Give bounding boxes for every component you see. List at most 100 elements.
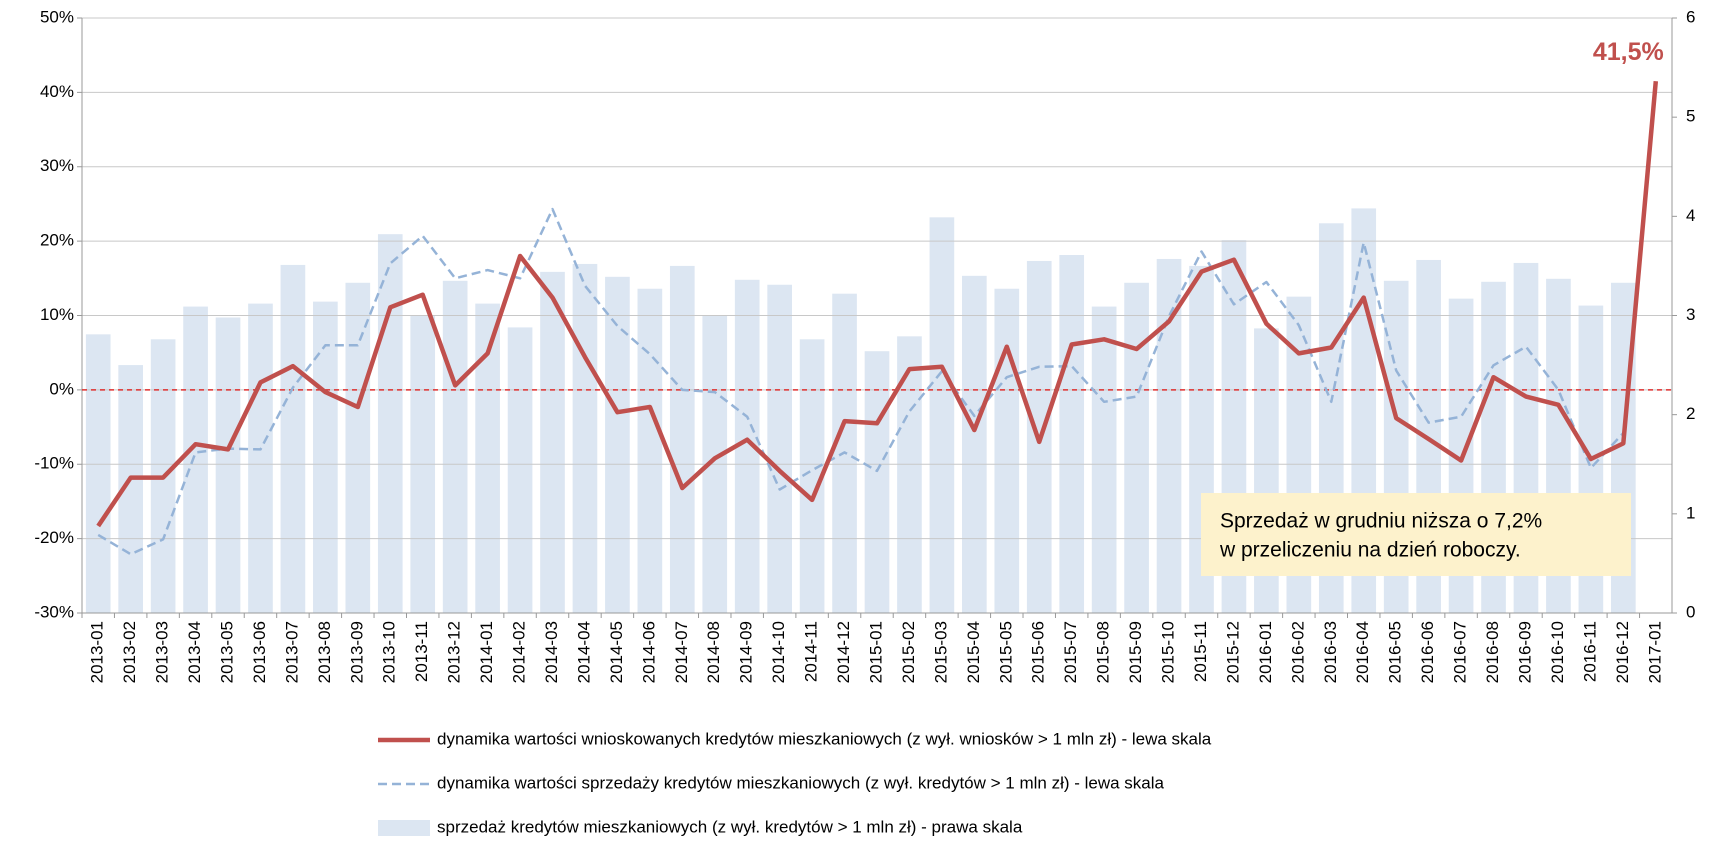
bar — [897, 336, 922, 613]
x-tick-label: 2013-02 — [120, 621, 139, 683]
y-tick-label: 10% — [40, 305, 74, 324]
bar — [962, 275, 987, 613]
bar — [313, 301, 338, 613]
x-tick-label: 2013-11 — [412, 621, 431, 682]
bar — [767, 284, 792, 613]
y2-tick-label: 1 — [1686, 503, 1695, 522]
bar — [994, 288, 1020, 613]
x-tick-label: 2013-03 — [153, 621, 172, 683]
legend-label: dynamika wartości sprzedaży kredytów mie… — [437, 773, 1165, 792]
x-tick-label: 2014-09 — [737, 621, 756, 683]
x-tick-label: 2015-09 — [1126, 621, 1145, 683]
x-tick-label: 2016-06 — [1418, 621, 1437, 683]
x-tick-label: 2014-08 — [704, 621, 723, 683]
y-tick-label: 20% — [40, 231, 74, 250]
y-tick-label: -30% — [34, 602, 74, 621]
x-tick-label: 2014-01 — [477, 621, 496, 683]
x-tick-label: 2014-07 — [672, 621, 691, 683]
x-tick-label: 2016-05 — [1386, 621, 1405, 683]
annotation-box — [1201, 493, 1631, 576]
x-tick-label: 2014-04 — [574, 621, 593, 683]
x-tick-label: 2014-12 — [834, 621, 853, 683]
x-tick-label: 2014-02 — [510, 621, 529, 683]
x-tick-label: 2015-08 — [1094, 621, 1113, 683]
x-tick-label: 2016-11 — [1580, 621, 1599, 682]
x-tick-label: 2013-08 — [315, 621, 334, 683]
x-tick-label: 2014-06 — [639, 621, 658, 683]
y-tick-label: 30% — [40, 156, 74, 175]
x-tick-label: 2013-06 — [250, 621, 269, 683]
x-tick-label: 2016-01 — [1256, 621, 1275, 683]
y-tick-label: -20% — [34, 528, 74, 547]
x-tick-label: 2013-09 — [347, 621, 366, 683]
bar — [605, 276, 630, 613]
x-tick-label: 2015-04 — [964, 621, 983, 683]
x-tick-label: 2015-10 — [1159, 621, 1178, 683]
x-tick-label: 2016-04 — [1353, 621, 1372, 683]
y2-tick-label: 5 — [1686, 107, 1695, 126]
x-tick-label: 2015-02 — [899, 621, 918, 683]
bar — [377, 234, 403, 613]
x-tick-label: 2016-07 — [1451, 621, 1470, 683]
x-tick-label: 2015-03 — [931, 621, 950, 683]
y2-tick-label: 0 — [1686, 602, 1695, 621]
x-tick-label: 2014-03 — [542, 621, 561, 683]
y2-tick-label: 3 — [1686, 305, 1695, 324]
y2-tick-label: 2 — [1686, 404, 1695, 423]
bar — [572, 263, 598, 613]
x-tick-label: 2016-09 — [1515, 621, 1534, 683]
x-tick-label: 2013-10 — [380, 621, 399, 683]
x-tick-label: 2015-06 — [1029, 621, 1048, 683]
bar — [215, 317, 241, 613]
x-tick-label: 2016-08 — [1483, 621, 1502, 683]
bar — [85, 334, 111, 613]
x-tick-label: 2013-01 — [88, 621, 107, 683]
y-tick-label: 50% — [40, 7, 74, 26]
annotation-text: w przeliczeniu na dzień roboczy. — [1219, 539, 1521, 562]
x-tick-label: 2016-12 — [1613, 621, 1632, 683]
legend-label: dynamika wartości wnioskowanych kredytów… — [437, 729, 1212, 748]
bar — [637, 288, 663, 613]
bar — [183, 306, 208, 613]
bar — [507, 327, 533, 613]
x-tick-label: 2016-03 — [1321, 621, 1340, 683]
bar — [1091, 306, 1117, 613]
x-tick-label: 2015-01 — [866, 621, 885, 683]
x-tick-label: 2014-11 — [802, 621, 821, 682]
bar — [1059, 255, 1085, 613]
bar — [540, 271, 565, 613]
y-tick-label: 0% — [49, 379, 74, 398]
line-series — [96, 80, 1659, 528]
y-tick-label: -10% — [34, 454, 74, 473]
x-tick-label: 2016-02 — [1288, 621, 1307, 683]
annotation-text: Sprzedaż w grudniu niższa o 7,2% — [1220, 510, 1542, 533]
x-tick-label: 2014-05 — [607, 621, 626, 683]
y2-tick-label: 6 — [1686, 7, 1695, 26]
x-tick-label: 2017-01 — [1645, 621, 1664, 683]
x-tick-label: 2014-10 — [769, 621, 788, 683]
x-tick-label: 2015-05 — [996, 621, 1015, 683]
line-series — [97, 207, 1625, 556]
x-tick-label: 2013-05 — [218, 621, 237, 683]
y2-tick-label: 4 — [1686, 206, 1695, 225]
x-tick-label: 2015-11 — [1191, 621, 1210, 682]
bar — [345, 282, 371, 613]
x-tick-label: 2015-12 — [1223, 621, 1242, 683]
bar — [864, 351, 890, 613]
legend-swatch — [378, 820, 430, 836]
bar — [442, 280, 468, 613]
bar — [1124, 282, 1149, 613]
data-label: 41,5% — [1593, 38, 1664, 66]
bar — [929, 217, 955, 613]
x-tick-label: 2016-10 — [1548, 621, 1567, 683]
x-tick-label: 2015-07 — [1061, 621, 1080, 683]
x-tick-label: 2013-12 — [445, 621, 464, 683]
bar — [280, 264, 306, 613]
bar — [248, 303, 273, 613]
x-tick-label: 2013-07 — [282, 621, 301, 683]
x-tick-label: 2013-04 — [185, 621, 204, 683]
legend-label: sprzedaż kredytów mieszkaniowych (z wył.… — [437, 817, 1023, 836]
y-tick-label: 40% — [40, 82, 74, 101]
bar — [669, 265, 695, 613]
